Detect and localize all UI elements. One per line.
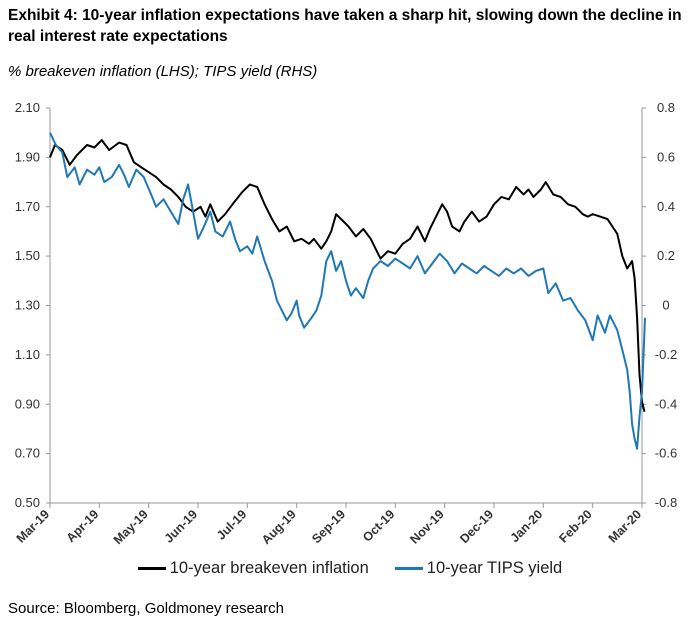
right-axis-tick-label: 0.6	[657, 149, 675, 164]
x-axis-tick-label: Aug-19	[259, 507, 299, 547]
x-axis-tick-label: Jan-20	[508, 507, 546, 545]
left-axis-tick-label: 1.90	[15, 149, 40, 164]
x-axis-ticks: Mar-19 Apr-19 May-19 Jun-19 Jul-19 Aug-19 Sep-…	[14, 503, 644, 547]
x-axis-tick-label: May-19	[111, 507, 151, 547]
source-note: Source: Bloomberg, Goldmoney research	[8, 600, 284, 617]
chart-axes	[49, 108, 643, 504]
legend-label-tips: 10-year TIPS yield	[426, 559, 563, 577]
x-axis-tick-label: Feb-20	[556, 507, 594, 545]
left-axis-tick-label: 0.90	[15, 396, 40, 411]
legend-swatch-tips	[394, 567, 423, 570]
left-axis-tick-label: 1.70	[15, 199, 40, 214]
right-axis-ticks: 0.8 0.6 0.4 0.2 0 -0.2 -0.4 -0.6 -0.8	[642, 100, 677, 510]
left-axis-tick-label: 2.10	[15, 100, 40, 115]
x-axis-tick-label: Mar-20	[606, 507, 644, 545]
right-axis-tick-label: -0.4	[655, 396, 677, 411]
left-axis-tick-label: 0.50	[15, 495, 40, 510]
series-line-breakeven	[49, 139, 646, 412]
x-axis-tick-label: Sep-19	[309, 507, 348, 546]
x-axis-tick-label: Dec-19	[457, 507, 496, 546]
series-lines	[49, 132, 646, 450]
line-chart: 2.10 1.90 1.70 1.50 1.30 1.10 0.90 0.70 0.50 0.8…	[14, 100, 677, 547]
x-axis-tick-label: Jul-19	[214, 507, 249, 542]
left-axis-tick-label: 0.70	[15, 446, 40, 461]
x-axis-tick-label: Oct-19	[360, 507, 397, 544]
chart-title: Exhibit 4: 10-year inflation expectation…	[8, 7, 682, 45]
x-axis-tick-label: Apr-19	[64, 507, 102, 545]
legend-item-breakeven: 10-year breakeven inflation	[137, 559, 369, 578]
legend-swatch-breakeven	[137, 567, 166, 570]
x-axis-tick-label: Mar-19	[14, 507, 52, 545]
x-axis-tick-label: Nov-19	[407, 507, 446, 546]
legend-item-tips: 10-year TIPS yield	[394, 559, 563, 578]
left-axis-tick-label: 1.50	[15, 248, 40, 263]
right-axis-tick-label: 0.4	[657, 199, 675, 214]
chart-subtitle: % breakeven inflation (LHS); TIPS yield …	[8, 63, 318, 80]
left-axis-tick-label: 1.10	[15, 347, 40, 362]
series-line-tips	[49, 132, 646, 450]
right-axis-tick-label: -0.8	[655, 495, 677, 510]
x-axis-tick-label: Jun-19	[162, 507, 200, 545]
right-axis-tick-label: 0.8	[657, 100, 675, 115]
right-axis-tick-label: 0	[662, 298, 669, 313]
right-axis-tick-label: 0.2	[657, 248, 675, 263]
legend-label-breakeven: 10-year breakeven inflation	[169, 559, 369, 577]
left-axis-tick-label: 1.30	[15, 298, 40, 313]
left-axis-ticks: 2.10 1.90 1.70 1.50 1.30 1.10 0.90 0.70 0.50	[15, 100, 50, 510]
right-axis-tick-label: -0.6	[655, 446, 677, 461]
chart-legend: 10-year breakeven inflation 10-year TIPS…	[0, 559, 700, 578]
right-axis-tick-label: -0.2	[655, 347, 677, 362]
